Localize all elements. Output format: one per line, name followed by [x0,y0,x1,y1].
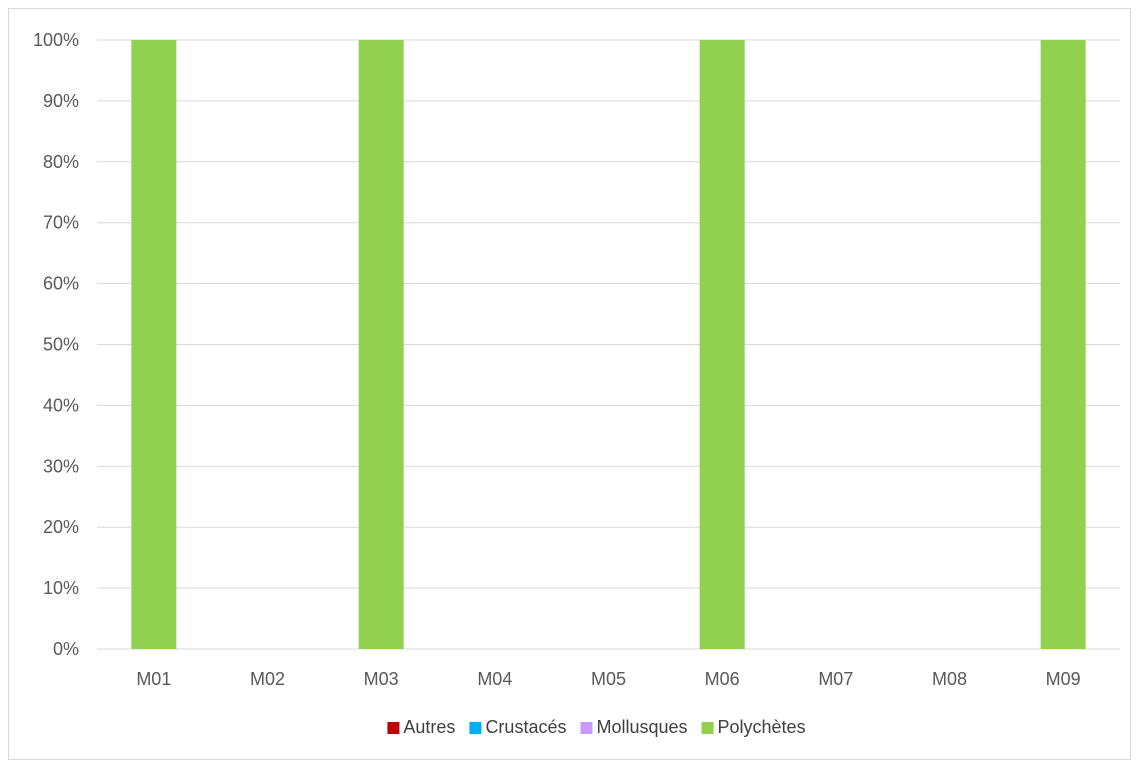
legend-label: Crustacés [485,717,566,737]
bar-polych-tes-m09 [1040,40,1086,649]
chart-frame [8,8,1131,760]
legend-label: Mollusques [596,717,687,737]
y-tick-label: 20% [43,517,79,537]
legend-item-mollusques: Mollusques [580,717,688,737]
x-tick-label: M04 [477,669,512,689]
y-tick-label: 0% [53,639,79,659]
x-tick-label: M07 [818,669,853,689]
gridlines [97,39,1120,650]
x-tick-label: M02 [250,669,285,689]
legend-swatch [580,722,593,734]
x-tick-label: M06 [705,669,740,689]
y-tick-label: 90% [43,91,79,111]
y-axis-tick-labels: 0% 10% 20% 30% 40% 50% 60% 70% 80% 90% 100% [33,30,79,659]
bar-polych-tes-m06 [699,40,745,649]
x-tick-label: M08 [932,669,967,689]
y-tick-label: 50% [43,335,79,355]
legend-item-autres: Autres [387,717,455,737]
legend-label: Autres [403,717,455,737]
legend-swatch [469,722,482,734]
x-tick-label: M05 [591,669,626,689]
legend-item-crustac-s: Crustacés [469,717,566,737]
y-tick-label: 100% [33,30,79,50]
legend-item-polych-tes: Polychètes [701,717,806,737]
legend-label: Polychètes [718,717,806,737]
x-tick-label: M03 [364,669,399,689]
legend-swatch [701,722,714,734]
legend: Autres Crustacés Mollusques Polychètes [387,717,806,737]
x-tick-label: M01 [136,669,171,689]
y-tick-label: 30% [43,456,79,476]
y-tick-label: 60% [43,274,79,294]
x-tick-label: M09 [1046,669,1081,689]
bars [131,40,1086,649]
x-axis-tick-labels: M01 M02 M03 M04 M05 M06 M07 M08 M09 [136,669,1080,689]
y-tick-label: 80% [43,152,79,172]
legend-swatch [387,722,400,734]
y-tick-label: 10% [43,578,79,598]
bar-polych-tes-m03 [358,40,404,649]
y-tick-label: 70% [43,213,79,233]
y-tick-label: 40% [43,395,79,415]
bar-polych-tes-m01 [131,40,177,649]
